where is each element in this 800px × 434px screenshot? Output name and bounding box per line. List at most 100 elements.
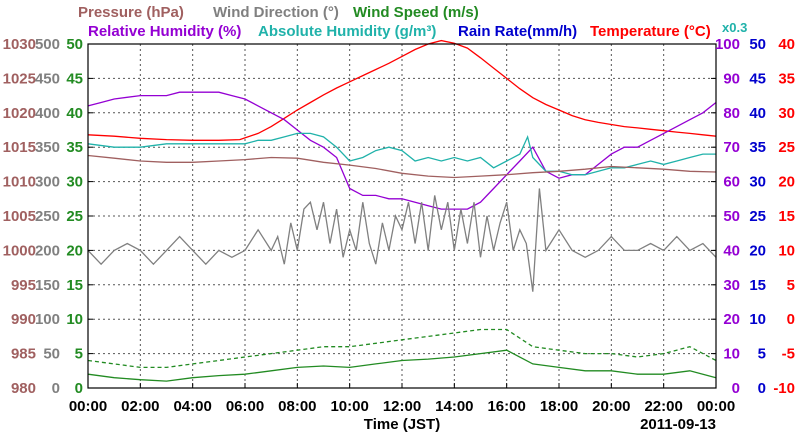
y-tick-label-wind-direction: 250 [35, 208, 60, 225]
y-tick-label-temperature: 20 [778, 174, 795, 191]
x-tick-label: 00:00 [697, 398, 735, 415]
x-axis: 00:00 02:00 04:00 06:00 08:00 10:00 12:00 14:00… [69, 383, 735, 433]
y-tick-label-temperature: -10 [773, 380, 795, 397]
y-tick-label-wind-direction: 50 [43, 346, 60, 363]
y-tick-label-relative-humidity: 90 [723, 70, 740, 87]
x-tick-label: 02:00 [121, 398, 159, 415]
x-tick-label: 06:00 [226, 398, 264, 415]
legend-wind-direction-label: Wind Direction (°) [213, 4, 339, 21]
y-tick-label-relative-humidity: 80 [723, 105, 740, 122]
legend-temperature-label: Temperature (°C) [590, 23, 711, 40]
grid [88, 44, 716, 388]
legend-absolute-humidity-label: Absolute Humidity (g/m³) [258, 23, 436, 40]
y-tick-label-pressure: 980 [11, 380, 36, 397]
legend-wind-speed-label: Wind Speed (m/s) [353, 4, 479, 21]
y-tick-label-pressure: 1000 [3, 242, 36, 259]
y-tick-label-temperature: 40 [778, 36, 795, 53]
x-tick-label: 14:00 [435, 398, 473, 415]
x-tick-label: 12:00 [383, 398, 421, 415]
y-tick-label-pressure: 1005 [3, 208, 36, 225]
y-tick-label-pressure: 1020 [3, 105, 36, 122]
y-tick-label-temperature: 30 [778, 105, 795, 122]
x-tick-label: 22:00 [644, 398, 682, 415]
y-tick-label-wind-speed: 5 [75, 346, 83, 363]
legend: Pressure (hPa) Wind Direction (°) Wind S… [78, 4, 747, 40]
y-tick-label-wind-speed: 45 [66, 70, 83, 87]
y-tick-label-wind-direction: 350 [35, 139, 60, 156]
y-tick-label-relative-humidity: 0 [732, 380, 740, 397]
x-tick-label: 20:00 [592, 398, 630, 415]
y-tick-label-pressure: 985 [11, 346, 36, 363]
legend-pressure-label: Pressure (hPa) [78, 4, 184, 21]
y-tick-label-wind-direction: 400 [35, 105, 60, 122]
y-tick-label-temperature: 10 [778, 242, 795, 259]
y-tick-label-temperature: 5 [787, 277, 795, 294]
y-tick-label-rain-rate: 5 [758, 346, 766, 363]
legend-relative-humidity-label: Relative Humidity (%) [88, 23, 241, 40]
y-axes: 1030102510201015101010051000995990985980… [3, 36, 795, 397]
y-tick-label-temperature: 15 [778, 208, 795, 225]
y-tick-label-rain-rate: 45 [749, 70, 766, 87]
y-tick-label-wind-direction: 500 [35, 36, 60, 53]
x-tick-label: 00:00 [69, 398, 107, 415]
x-tick-label: 04:00 [173, 398, 211, 415]
y-tick-label-wind-speed: 10 [66, 311, 83, 328]
x-tick-label: 10:00 [330, 398, 368, 415]
series-layer [87, 39, 717, 382]
y-tick-label-rain-rate: 40 [749, 105, 766, 122]
y-tick-label-pressure: 1010 [3, 174, 36, 191]
y-tick-label-wind-speed: 15 [66, 277, 83, 294]
x-tick-label: 08:00 [278, 398, 316, 415]
y-tick-label-pressure: 1015 [3, 139, 36, 156]
y-tick-label-wind-direction: 100 [35, 311, 60, 328]
series-temperature-line [87, 39, 717, 141]
y-tick-label-rain-rate: 0 [758, 380, 766, 397]
y-tick-label-wind-direction: 0 [52, 380, 60, 397]
y-tick-label-wind-speed: 25 [66, 208, 83, 225]
legend-rain-rate-label: Rain Rate(mm/h) [458, 23, 577, 40]
x-tick-label: 16:00 [487, 398, 525, 415]
y-tick-label-wind-direction: 150 [35, 277, 60, 294]
series-absolute-humidity-line [87, 132, 716, 176]
y-tick-label-relative-humidity: 50 [723, 208, 740, 225]
y-tick-label-wind-speed: 20 [66, 242, 83, 259]
y-tick-label-wind-direction: 450 [35, 70, 60, 87]
date-label: 2011-09-13 [640, 416, 716, 433]
x-axis-label: Time (JST) [364, 416, 440, 433]
y-tick-label-relative-humidity: 100 [715, 36, 740, 53]
y-tick-label-pressure: 1030 [3, 36, 36, 53]
series-wind-direction-line [87, 188, 717, 292]
y-tick-label-relative-humidity: 20 [723, 311, 740, 328]
series-relative-humidity-line [87, 91, 717, 210]
y-tick-label-relative-humidity: 70 [723, 139, 740, 156]
y-tick-label-temperature: 35 [778, 70, 795, 87]
y-tick-label-rain-rate: 35 [749, 139, 766, 156]
y-tick-label-rain-rate: 50 [749, 36, 766, 53]
y-tick-label-pressure: 990 [11, 311, 36, 328]
plot-area [87, 39, 717, 389]
x-tick-label: 18:00 [540, 398, 578, 415]
y-tick-label-wind-speed: 30 [66, 174, 83, 191]
y-tick-label-relative-humidity: 10 [723, 346, 740, 363]
series-pressure-line [87, 154, 717, 179]
series-wind-speed-line [87, 349, 717, 382]
y-tick-label-rain-rate: 10 [749, 311, 766, 328]
y-tick-label-wind-direction: 300 [35, 174, 60, 191]
y-tick-label-wind-direction: 200 [35, 242, 60, 259]
y-tick-label-rain-rate: 15 [749, 277, 766, 294]
y-tick-label-pressure: 1025 [3, 70, 36, 87]
y-tick-label-temperature: -5 [782, 346, 795, 363]
y-tick-label-rain-rate: 30 [749, 174, 766, 191]
y-tick-label-relative-humidity: 60 [723, 174, 740, 191]
y-tick-label-relative-humidity: 30 [723, 277, 740, 294]
y-tick-label-temperature: 25 [778, 139, 795, 156]
y-tick-label-relative-humidity: 40 [723, 242, 740, 259]
legend-abs-humidity-scale: x0.3 [722, 20, 747, 35]
y-tick-label-wind-speed: 0 [75, 380, 83, 397]
y-tick-label-wind-speed: 50 [66, 36, 83, 53]
y-tick-label-wind-speed: 40 [66, 105, 83, 122]
y-tick-label-temperature: 0 [787, 311, 795, 328]
y-tick-label-pressure: 995 [11, 277, 36, 294]
y-tick-label-rain-rate: 20 [749, 242, 766, 259]
